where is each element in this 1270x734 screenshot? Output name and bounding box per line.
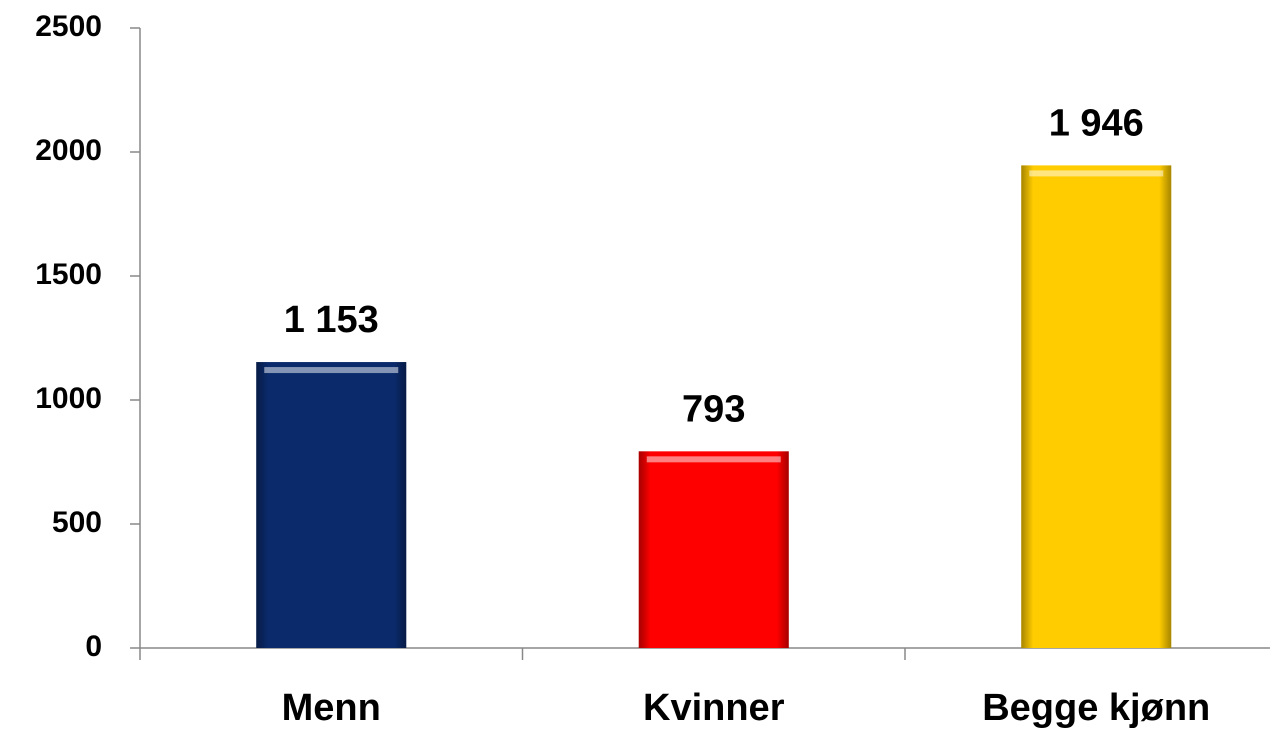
value-label: 793 — [682, 388, 745, 430]
bar-shade — [256, 362, 407, 648]
y-tick-label: 2500 — [35, 10, 102, 43]
value-label: 1 153 — [284, 299, 379, 341]
y-tick-label: 0 — [85, 630, 102, 663]
y-tick-label: 2000 — [35, 134, 102, 167]
bar-highlight — [646, 456, 781, 463]
bar-shade — [1021, 165, 1172, 648]
x-tick-label: Menn — [282, 687, 381, 729]
y-tick-label: 1000 — [35, 382, 102, 415]
y-tick-label: 1500 — [35, 258, 102, 291]
bar-highlight — [1029, 170, 1164, 177]
y-tick-label: 500 — [52, 506, 102, 539]
x-tick-label: Begge kjønn — [982, 687, 1210, 729]
bar-shade — [638, 451, 789, 648]
bar-highlight — [264, 367, 399, 374]
value-label: 1 946 — [1049, 102, 1144, 144]
x-tick-label: Kvinner — [643, 687, 785, 729]
